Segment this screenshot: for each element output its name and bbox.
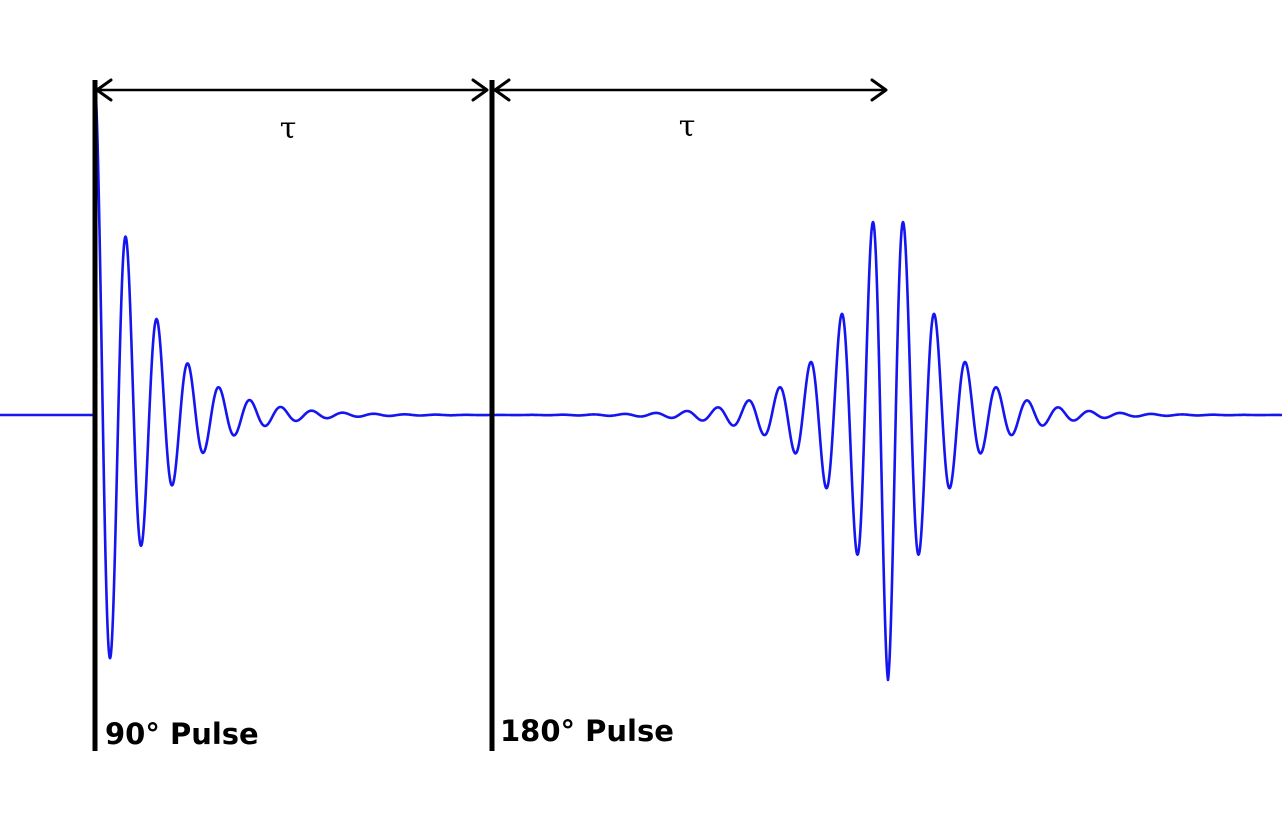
tau-label-1: τ: [280, 111, 297, 146]
tau-label-2: τ: [679, 109, 696, 144]
signal-trace: [0, 83, 1282, 682]
pulse-180-label: 180° Pulse: [500, 714, 674, 748]
tau-interval-2-arrow: [493, 78, 888, 102]
pulse-90-label: 90° Pulse: [105, 717, 259, 751]
tau-interval-1-arrow: [95, 78, 489, 102]
